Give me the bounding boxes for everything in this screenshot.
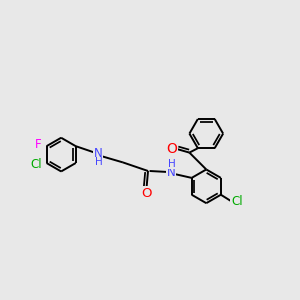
Text: O: O — [167, 142, 177, 156]
Text: N: N — [167, 166, 176, 179]
Text: F: F — [35, 138, 41, 151]
Text: Cl: Cl — [30, 158, 42, 171]
Text: Cl: Cl — [231, 195, 243, 208]
Text: O: O — [141, 187, 152, 200]
Text: H: H — [168, 159, 176, 169]
Text: N: N — [93, 147, 102, 160]
Text: H: H — [95, 158, 103, 167]
